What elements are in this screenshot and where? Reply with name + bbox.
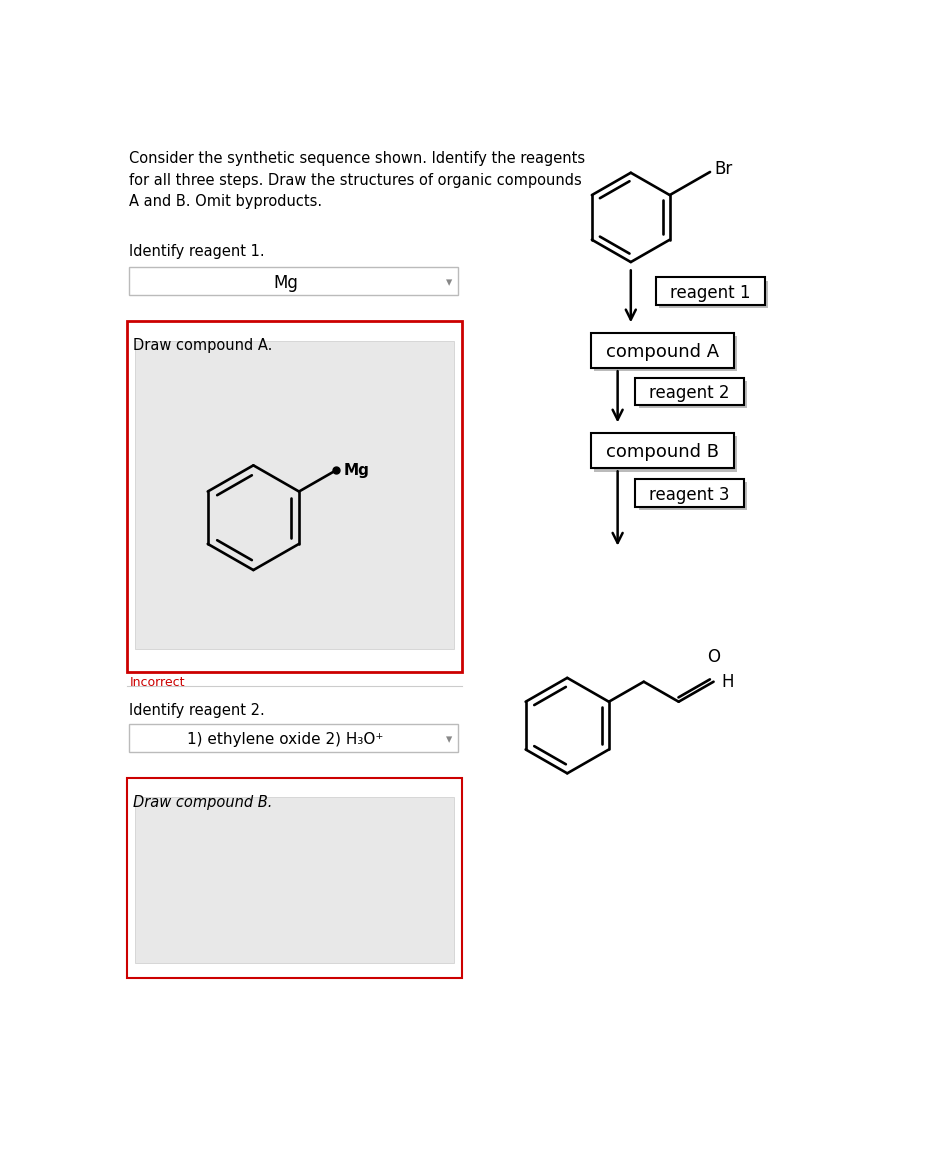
FancyBboxPatch shape: [591, 433, 734, 468]
FancyBboxPatch shape: [129, 268, 458, 295]
FancyBboxPatch shape: [135, 340, 454, 648]
Text: Draw compound B.: Draw compound B.: [133, 794, 272, 810]
Text: Mg: Mg: [344, 463, 369, 477]
Text: compound B: compound B: [606, 443, 719, 461]
FancyBboxPatch shape: [636, 378, 744, 405]
Text: Mg: Mg: [273, 274, 298, 291]
Text: ▾: ▾: [446, 732, 452, 746]
Text: reagent 2: reagent 2: [649, 384, 730, 402]
FancyBboxPatch shape: [593, 436, 737, 472]
Text: Incorrect: Incorrect: [130, 676, 186, 689]
Text: Identify reagent 2.: Identify reagent 2.: [129, 702, 265, 717]
FancyBboxPatch shape: [129, 724, 458, 752]
FancyBboxPatch shape: [593, 336, 737, 371]
FancyBboxPatch shape: [135, 797, 454, 963]
FancyBboxPatch shape: [127, 322, 462, 672]
Text: Identify reagent 1.: Identify reagent 1.: [129, 245, 264, 260]
FancyBboxPatch shape: [636, 480, 744, 507]
Text: compound A: compound A: [606, 343, 719, 362]
Text: reagent 1: reagent 1: [671, 284, 751, 302]
FancyBboxPatch shape: [127, 778, 462, 978]
FancyBboxPatch shape: [659, 281, 768, 308]
Text: reagent 3: reagent 3: [649, 486, 730, 503]
FancyBboxPatch shape: [657, 277, 765, 305]
FancyBboxPatch shape: [591, 333, 734, 369]
Text: Draw compound A.: Draw compound A.: [133, 338, 272, 353]
Text: 1) ethylene oxide 2) H₃O⁺: 1) ethylene oxide 2) H₃O⁺: [187, 732, 383, 746]
Text: Br: Br: [714, 160, 732, 178]
Text: O: O: [707, 648, 720, 666]
FancyBboxPatch shape: [639, 380, 747, 408]
Text: ▾: ▾: [446, 276, 452, 289]
Text: H: H: [722, 673, 734, 690]
Text: Consider the synthetic sequence shown. Identify the reagents
for all three steps: Consider the synthetic sequence shown. I…: [129, 151, 585, 209]
FancyBboxPatch shape: [639, 482, 747, 510]
